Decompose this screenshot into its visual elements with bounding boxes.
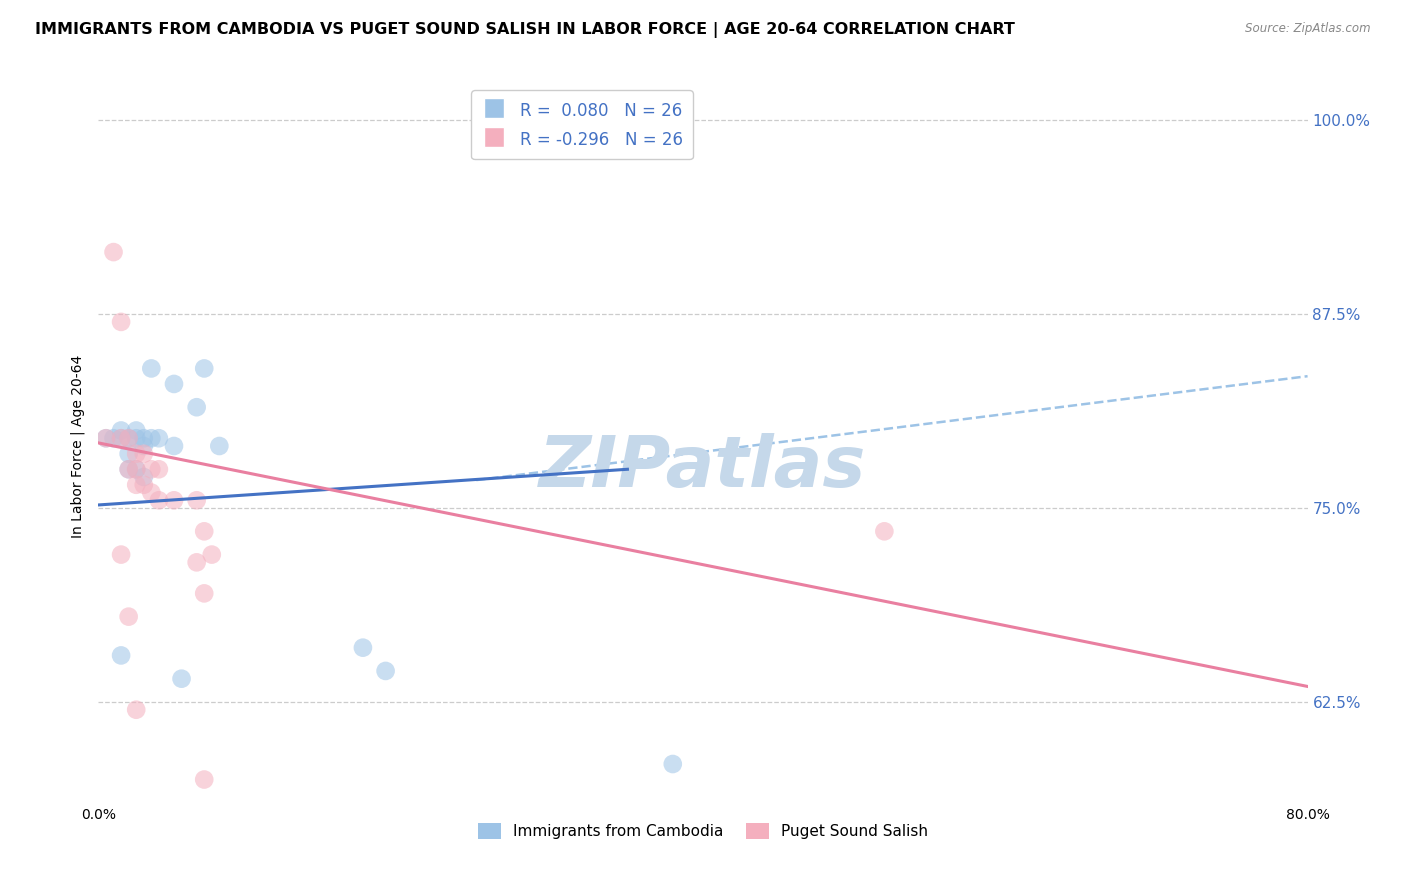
Point — [163, 376, 186, 391]
Point — [125, 477, 148, 491]
Point — [132, 447, 155, 461]
Point — [374, 664, 396, 678]
Text: ZIPatlas: ZIPatlas — [540, 433, 866, 502]
Point — [141, 361, 163, 376]
Point — [110, 548, 132, 562]
Text: IMMIGRANTS FROM CAMBODIA VS PUGET SOUND SALISH IN LABOR FORCE | AGE 20-64 CORREL: IMMIGRANTS FROM CAMBODIA VS PUGET SOUND … — [35, 22, 1015, 38]
Point — [132, 439, 155, 453]
Point — [661, 757, 683, 772]
Point — [125, 447, 148, 461]
Point — [163, 493, 186, 508]
Point — [170, 672, 193, 686]
Point — [118, 431, 141, 445]
Point — [118, 462, 141, 476]
Point — [103, 245, 125, 260]
Point — [186, 493, 208, 508]
Point — [193, 772, 215, 787]
Point — [148, 493, 170, 508]
Point — [186, 401, 208, 415]
Y-axis label: In Labor Force | Age 20-64: In Labor Force | Age 20-64 — [70, 354, 84, 538]
Point — [193, 361, 215, 376]
Point — [118, 609, 141, 624]
Point — [352, 640, 374, 655]
Point — [186, 555, 208, 569]
Point — [125, 424, 148, 438]
Point — [94, 431, 117, 445]
Point — [141, 431, 163, 445]
Point — [125, 462, 148, 476]
Point — [118, 447, 141, 461]
Point — [132, 477, 155, 491]
Legend: Immigrants from Cambodia, Puget Sound Salish: Immigrants from Cambodia, Puget Sound Sa… — [471, 817, 935, 845]
Point — [132, 431, 155, 445]
Point — [103, 431, 125, 445]
Point — [94, 431, 117, 445]
Point — [110, 431, 132, 445]
Point — [141, 462, 163, 476]
Point — [110, 315, 132, 329]
Point — [132, 470, 155, 484]
Point — [208, 439, 231, 453]
Point — [118, 462, 141, 476]
Point — [193, 586, 215, 600]
Point — [193, 524, 215, 539]
Point — [201, 548, 224, 562]
Point — [110, 431, 132, 445]
Point — [125, 703, 148, 717]
Text: Source: ZipAtlas.com: Source: ZipAtlas.com — [1246, 22, 1371, 36]
Point — [125, 462, 148, 476]
Point — [141, 485, 163, 500]
Point — [873, 524, 896, 539]
Point — [110, 648, 132, 663]
Point — [163, 439, 186, 453]
Point — [148, 431, 170, 445]
Point — [110, 424, 132, 438]
Point — [148, 462, 170, 476]
Point — [125, 431, 148, 445]
Point — [118, 431, 141, 445]
